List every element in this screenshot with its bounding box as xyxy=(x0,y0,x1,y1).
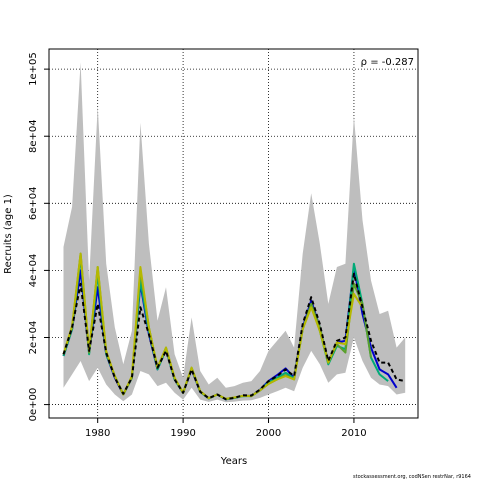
x-tick-label-1: 1990 xyxy=(170,428,195,439)
y-axis-title: Recruits (age 1) xyxy=(3,194,14,274)
confidence-band-layer xyxy=(63,62,406,403)
y-tick-label-5: 1e+05 xyxy=(28,52,39,86)
series-layer xyxy=(62,252,406,401)
plot-frame xyxy=(48,48,419,419)
footer-credit: stockassessment.org, codNSen restrNar, r… xyxy=(353,474,471,480)
confidence-band xyxy=(63,62,406,403)
y-tick-label-2: 4e+04 xyxy=(28,254,39,288)
y-tick-label-0: 0e+00 xyxy=(28,388,39,422)
rho-annotation: ρ = -0.287 xyxy=(361,57,414,68)
y-tick-label-3: 6e+04 xyxy=(28,186,39,220)
x-axis-title: Years xyxy=(220,456,247,467)
axes: 1980 1990 2000 2010 0e+00 2e+04 4e+04 6e+04 8e+0… xyxy=(28,48,419,439)
y-tick-label-4: 8e+04 xyxy=(28,119,39,153)
y-tick-label-1: 2e+04 xyxy=(28,321,39,355)
x-tick-label-3: 2010 xyxy=(341,428,366,439)
x-tick-label-2: 2000 xyxy=(256,428,281,439)
series-line-0 xyxy=(62,272,406,401)
x-tick-label-0: 1980 xyxy=(85,428,110,439)
